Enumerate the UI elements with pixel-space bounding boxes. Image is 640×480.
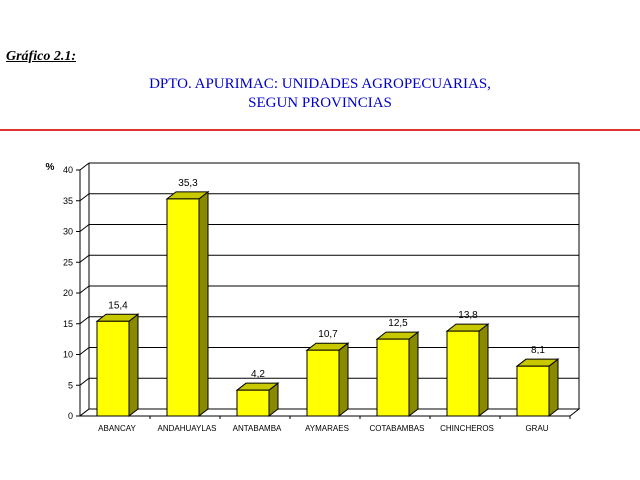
x-tick-label: ABANCAY [98, 424, 136, 433]
gridline-wall [79, 224, 90, 232]
x-tick-label: COTABAMBAS [370, 424, 425, 433]
y-tick-label: 15 [63, 319, 73, 329]
bar [376, 338, 410, 417]
x-tick-label: AYMARAES [305, 424, 349, 433]
y-tick-label: 35 [63, 196, 73, 206]
bar [306, 349, 340, 417]
chart-title-line-2: SEGUN PROVINCIAS [248, 95, 392, 111]
title-divider [0, 129, 640, 131]
x-tick-label: CHINCHEROS [440, 424, 494, 433]
y-tick-label: 20 [63, 288, 73, 298]
bar-side [408, 331, 419, 418]
bar [166, 198, 200, 417]
y-tick-label: 40 [63, 165, 73, 175]
bar [446, 330, 480, 417]
gridline-wall [79, 285, 90, 294]
bar-side [478, 323, 489, 418]
y-tick-label: 25 [63, 257, 73, 267]
bar-value-label: 15,4 [108, 300, 128, 311]
bar [96, 320, 130, 417]
bar-side [128, 313, 139, 418]
bar-value-label: 12,5 [388, 318, 408, 329]
y-tick-label: 30 [63, 227, 73, 237]
x-tick-label: ANDAHUAYLAS [158, 424, 217, 433]
bar [236, 389, 270, 417]
bar-value-label: 4,2 [251, 369, 265, 380]
gridline-wall [79, 316, 90, 325]
bar-side [198, 190, 209, 418]
gridline-wall [79, 162, 90, 171]
chart-title-line-1: DPTO. APURIMAC: UNIDADES AGROPECUARIAS, [149, 76, 491, 92]
gridline-wall [79, 347, 90, 355]
figure-label: Gráfico 2.1: [6, 49, 76, 64]
gridline-wall [79, 377, 90, 386]
y-axis-label: % [46, 162, 55, 173]
bar-side [548, 358, 559, 418]
bar [516, 365, 550, 417]
x-tick-label: ANTABAMBA [233, 424, 282, 433]
gridline-wall [79, 193, 90, 202]
x-tick-label: GRAU [525, 424, 548, 433]
gridline-wall [79, 254, 90, 263]
bar-value-label: 13,8 [458, 310, 478, 321]
bar-value-label: 35,3 [178, 178, 198, 189]
y-tick-label: 10 [63, 350, 73, 360]
bar-side [338, 342, 349, 418]
bar-value-label: 8,1 [531, 345, 545, 356]
y-tick-label: 0 [68, 411, 73, 421]
bar-value-label: 10,7 [318, 329, 338, 340]
y-tick-label: 5 [68, 380, 73, 390]
